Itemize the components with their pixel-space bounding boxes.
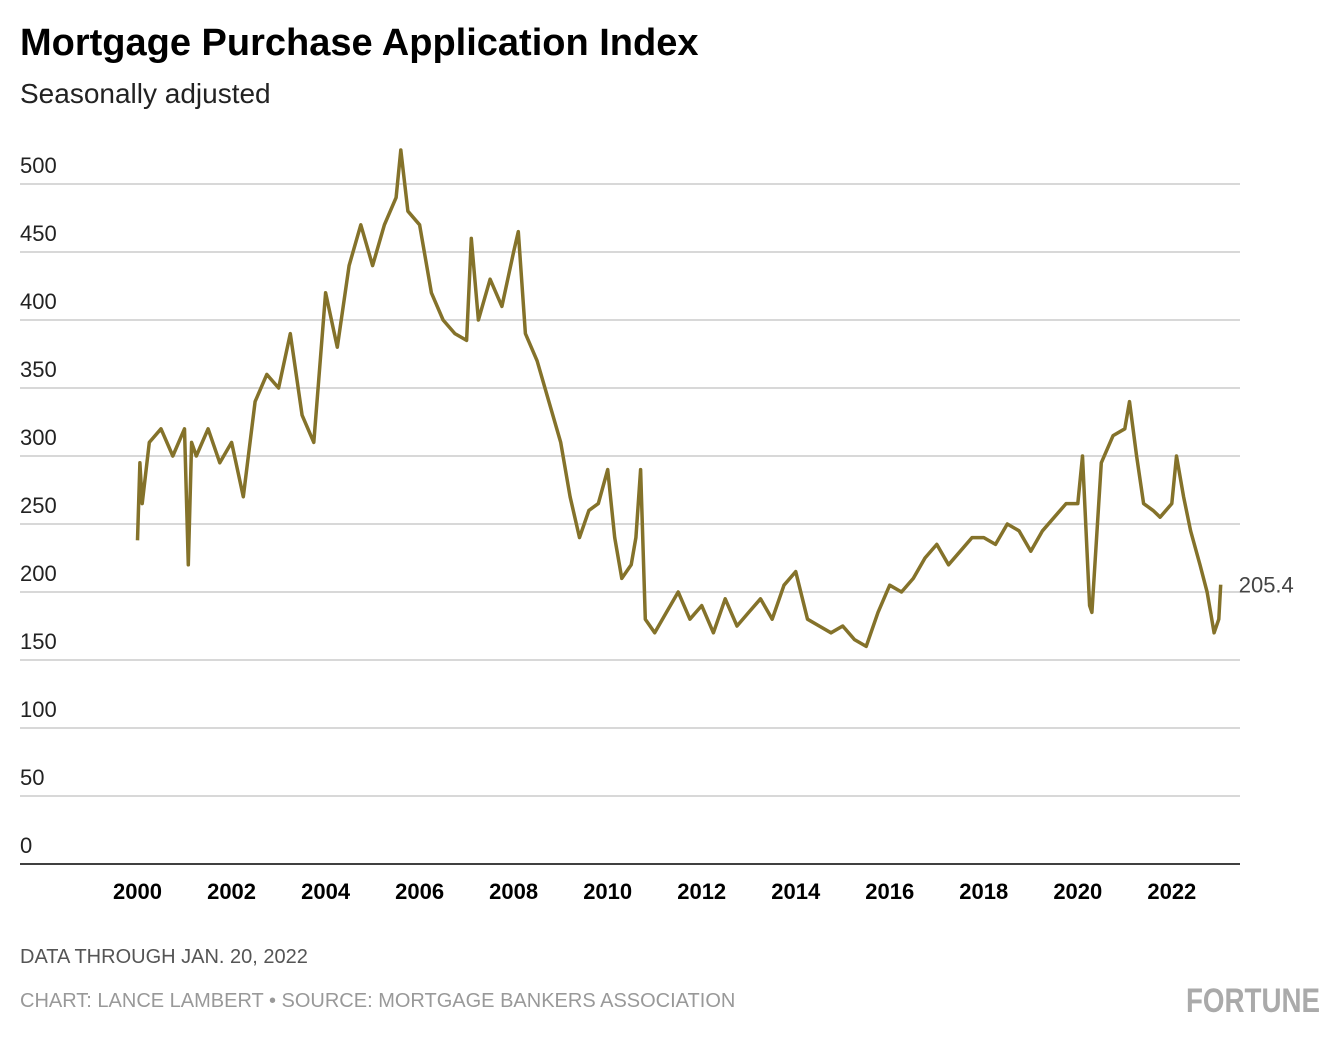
note: DATA THROUGH JAN. 20, 2022	[20, 946, 308, 968]
x-tick-label: 2016	[865, 879, 914, 904]
y-tick-label: 0	[20, 833, 32, 858]
y-tick-label: 300	[20, 425, 57, 450]
y-tick-label: 200	[20, 561, 57, 586]
chart-title: Mortgage Purchase Application Index	[20, 22, 699, 64]
y-tick-label: 500	[20, 153, 57, 178]
x-tick-label: 2012	[677, 879, 726, 904]
y-tick-label: 450	[20, 221, 57, 246]
x-tick-label: 2020	[1053, 879, 1102, 904]
x-tick-label: 2008	[489, 879, 538, 904]
source: CHART: LANCE LAMBERT • SOURCE: MORTGAGE …	[20, 990, 735, 1012]
x-tick-label: 2010	[583, 879, 632, 904]
y-tick-label: 50	[20, 765, 44, 790]
y-tick-label: 150	[20, 629, 57, 654]
y-tick-label: 250	[20, 493, 57, 518]
line	[135, 148, 1223, 649]
y-tick-label: 100	[20, 697, 57, 722]
brand: FORTUNE	[1186, 982, 1320, 1020]
x-tick-label: 2018	[959, 879, 1008, 904]
y-tick-label: 400	[20, 289, 57, 314]
end-label: 205.4	[1239, 573, 1294, 598]
x-tick-label: 2000	[113, 879, 162, 904]
x-tick-label: 2022	[1147, 879, 1196, 904]
y-tick-label: 350	[20, 357, 57, 382]
x-tick-label: 2006	[395, 879, 444, 904]
chart-subtitle: Seasonally adjusted	[20, 78, 271, 109]
x-tick-label: 2014	[771, 879, 821, 904]
x-tick-label: 2002	[207, 879, 256, 904]
x-tick-label: 2004	[301, 879, 351, 904]
